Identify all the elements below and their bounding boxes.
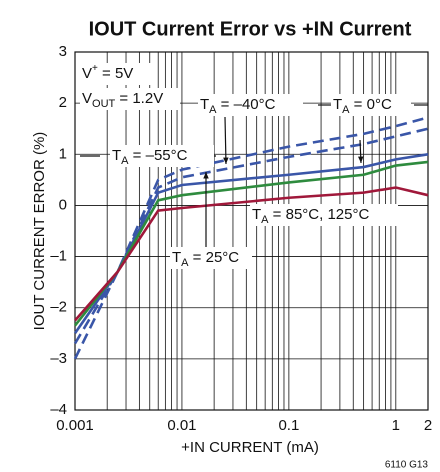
series-line	[73, 127, 429, 345]
arrow-head	[223, 157, 229, 164]
annotation-bg	[110, 145, 214, 167]
x-axis-label: +IN CURRENT (mA)	[181, 439, 319, 456]
annotation-text: = –40°C	[217, 96, 276, 113]
annotation-bg	[80, 88, 180, 110]
x-tick-label: 0.01	[167, 417, 196, 434]
annotation: TA = –40°C	[200, 96, 276, 116]
y-tick-label: –1	[50, 248, 67, 265]
annotation: VOUT = 1.2V	[82, 90, 163, 110]
annotation-sub: A	[261, 214, 269, 226]
series-line	[73, 160, 429, 327]
series-line	[73, 116, 429, 360]
y-tick-label: 3	[59, 43, 67, 60]
plot-frame	[74, 51, 429, 411]
annotation-bg	[250, 204, 398, 226]
x-tick-label: 2	[424, 417, 432, 434]
chart-title: IOUT Current Error vs +IN Current	[89, 18, 412, 40]
annotation-sub: A	[209, 104, 217, 116]
annotation-text: = 85°C, 125°C	[269, 206, 370, 223]
annotation-sub: A	[121, 155, 129, 167]
annotation-text: = 25°C	[189, 249, 240, 266]
y-axis-label: IOUT CURRENT ERROR (%)	[31, 132, 48, 331]
series-line	[73, 153, 429, 335]
annotation-text: = 1.2V	[115, 90, 163, 107]
annotation-base: V	[82, 90, 92, 107]
annotation-base: T	[112, 147, 121, 164]
annotation-bg	[80, 63, 152, 85]
y-tick-label: 2	[59, 94, 67, 111]
y-tick-label: –4	[50, 401, 67, 418]
annotation: TA = –55°C	[112, 147, 188, 167]
series-line	[74, 186, 429, 322]
annotation: TA = 0°C	[333, 96, 392, 116]
annotation-sup: +	[92, 63, 98, 74]
annotation-sub: A	[342, 104, 350, 116]
arrow-head	[203, 172, 209, 179]
annotation-text: = 5V	[98, 65, 133, 82]
x-tick-label: 0.1	[278, 417, 299, 434]
annotation-bg	[331, 94, 411, 116]
y-tick-label: 1	[59, 145, 67, 162]
footnote: 6110 G13	[385, 460, 429, 471]
annotation-sub: OUT	[92, 98, 116, 110]
annotation-base: T	[252, 206, 261, 223]
annotation-base: T	[200, 96, 209, 113]
annotation-bg	[198, 94, 303, 116]
annotation: TA = 85°C, 125°C	[252, 206, 369, 226]
y-tick-label: 0	[59, 196, 67, 213]
annotation-base: V	[82, 65, 92, 82]
y-tick-label: –2	[50, 299, 67, 316]
annotation-bg	[170, 247, 252, 269]
annotation-base: T	[333, 96, 342, 113]
annotation-text: = –55°C	[129, 147, 188, 164]
x-tick-label: 1	[392, 417, 400, 434]
annotation-sub: A	[181, 257, 189, 269]
annotation-base: T	[172, 249, 181, 266]
annotation: TA = 25°C	[172, 249, 239, 269]
leader-line	[224, 116, 227, 165]
annotation-text: = 0°C	[350, 96, 392, 113]
y-tick-label: –3	[50, 350, 67, 367]
arrow-head	[357, 156, 364, 163]
annotation: V+ = 5V	[82, 63, 133, 82]
x-tick-label: 0.001	[56, 417, 94, 434]
